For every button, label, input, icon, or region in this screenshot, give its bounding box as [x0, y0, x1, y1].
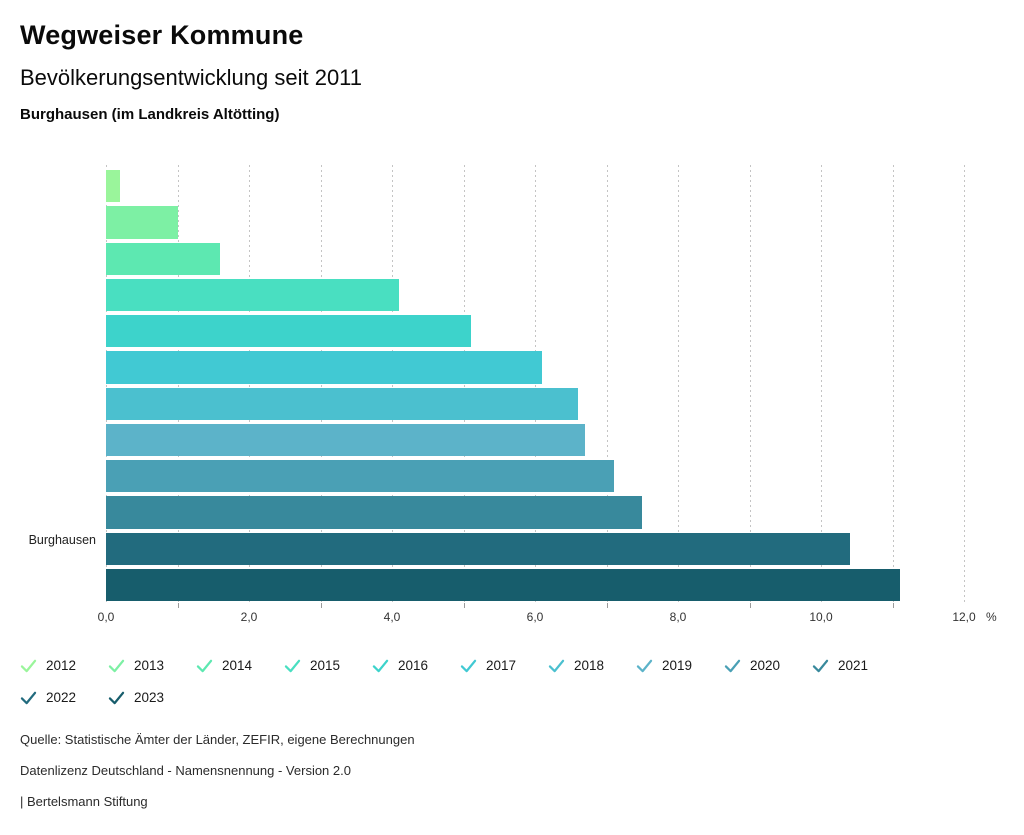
- bar-2020[interactable]: [106, 460, 614, 493]
- legend-item-2018[interactable]: 2018: [548, 656, 636, 675]
- x-axis-tick-label: 0,0: [97, 610, 115, 624]
- check-icon: [724, 659, 741, 673]
- bar-2014[interactable]: [106, 242, 221, 275]
- legend-item-2023[interactable]: 2023: [108, 688, 196, 707]
- check-icon: [284, 659, 301, 673]
- legend-year-label: 2012: [46, 658, 77, 673]
- gridline: [678, 165, 679, 602]
- legend-item-2020[interactable]: 2020: [724, 656, 812, 675]
- legend-year-label: 2019: [662, 658, 693, 673]
- x-axis-tick-label: 10,0: [809, 610, 833, 624]
- legend-item-2022[interactable]: 2022: [20, 688, 108, 707]
- legend-item-2019[interactable]: 2019: [636, 656, 724, 675]
- x-axis-tick-label: 12,0: [952, 610, 976, 624]
- check-icon: [196, 659, 213, 673]
- legend-year-label: 2023: [134, 690, 165, 705]
- bar-2021[interactable]: [106, 496, 643, 529]
- x-axis-tick-label: 4,0: [383, 610, 401, 624]
- check-icon: [372, 659, 389, 673]
- x-axis-minor-tick: [320, 603, 322, 608]
- x-axis-tick-label: 2,0: [240, 610, 258, 624]
- x-axis-tick-label: 6,0: [526, 610, 544, 624]
- attribution-line: | Bertelsmann Stiftung: [20, 794, 148, 809]
- x-axis-unit-label: %: [986, 610, 997, 624]
- footer: Quelle: Statistische Ämter der Länder, Z…: [20, 733, 415, 826]
- x-axis-minor-tick: [177, 603, 179, 608]
- check-icon: [20, 659, 37, 673]
- gridline: [749, 165, 751, 602]
- bar-2018[interactable]: [106, 387, 578, 420]
- legend-year-label: 2015: [310, 658, 341, 673]
- app-title: Wegweiser Kommune: [20, 20, 304, 50]
- chart-title: Bevölkerungsentwicklung seit 2011: [20, 65, 363, 90]
- legend-year-label: 2017: [486, 658, 517, 673]
- bar-2023[interactable]: [106, 568, 900, 602]
- population-bar-chart: Burghausen 0,0 2,0 4,0 6,0 8,0 10,0 12,0 %: [0, 165, 1024, 635]
- gridline: [821, 165, 822, 602]
- legend-item-2012[interactable]: 2012: [20, 656, 108, 675]
- check-icon: [108, 659, 125, 673]
- legend-year-label: 2022: [46, 690, 77, 705]
- legend-item-2016[interactable]: 2016: [372, 656, 460, 675]
- x-axis-minor-tick: [892, 603, 894, 608]
- check-icon: [460, 659, 477, 673]
- gridline: [892, 165, 894, 602]
- legend-year-label: 2013: [134, 658, 165, 673]
- legend-item-2014[interactable]: 2014: [196, 656, 284, 675]
- bar-2019[interactable]: [106, 423, 586, 457]
- bar-2015[interactable]: [106, 278, 400, 312]
- location-subtitle: Burghausen (im Landkreis Altötting): [20, 106, 280, 123]
- source-line: Quelle: Statistische Ämter der Länder, Z…: [20, 732, 415, 747]
- chart-legend: 2012 2013 2014 2015 2016 2017 2018 2019 2020 2021…: [20, 656, 940, 707]
- x-axis-minor-tick: [463, 603, 465, 608]
- legend-year-label: 2018: [574, 658, 605, 673]
- legend-year-label: 2016: [398, 658, 429, 673]
- bar-2012[interactable]: [106, 170, 121, 203]
- legend-item-2015[interactable]: 2015: [284, 656, 372, 675]
- check-icon: [548, 659, 565, 673]
- legend-year-label: 2014: [222, 658, 253, 673]
- bar-2017[interactable]: [106, 351, 543, 384]
- legend-year-label: 2021: [838, 658, 869, 673]
- check-icon: [812, 659, 829, 673]
- check-icon: [636, 659, 653, 673]
- bar-2013[interactable]: [106, 206, 178, 239]
- legend-item-2021[interactable]: 2021: [812, 656, 900, 675]
- legend-year-label: 2020: [750, 658, 781, 673]
- x-axis-minor-tick: [606, 603, 608, 608]
- check-icon: [20, 691, 37, 705]
- legend-item-2017[interactable]: 2017: [460, 656, 548, 675]
- check-icon: [108, 691, 125, 705]
- gridline: [964, 165, 965, 602]
- plot-area: [106, 165, 965, 602]
- gridline: [606, 165, 608, 602]
- x-axis-minor-tick: [749, 603, 751, 608]
- bar-2016[interactable]: [106, 315, 471, 348]
- y-axis-group-label: Burghausen: [28, 533, 96, 547]
- x-axis-tick-label: 8,0: [669, 610, 687, 624]
- license-line: Datenlizenz Deutschland - Namensnennung …: [20, 763, 351, 778]
- bar-2022[interactable]: [106, 532, 850, 565]
- legend-item-2013[interactable]: 2013: [108, 656, 196, 675]
